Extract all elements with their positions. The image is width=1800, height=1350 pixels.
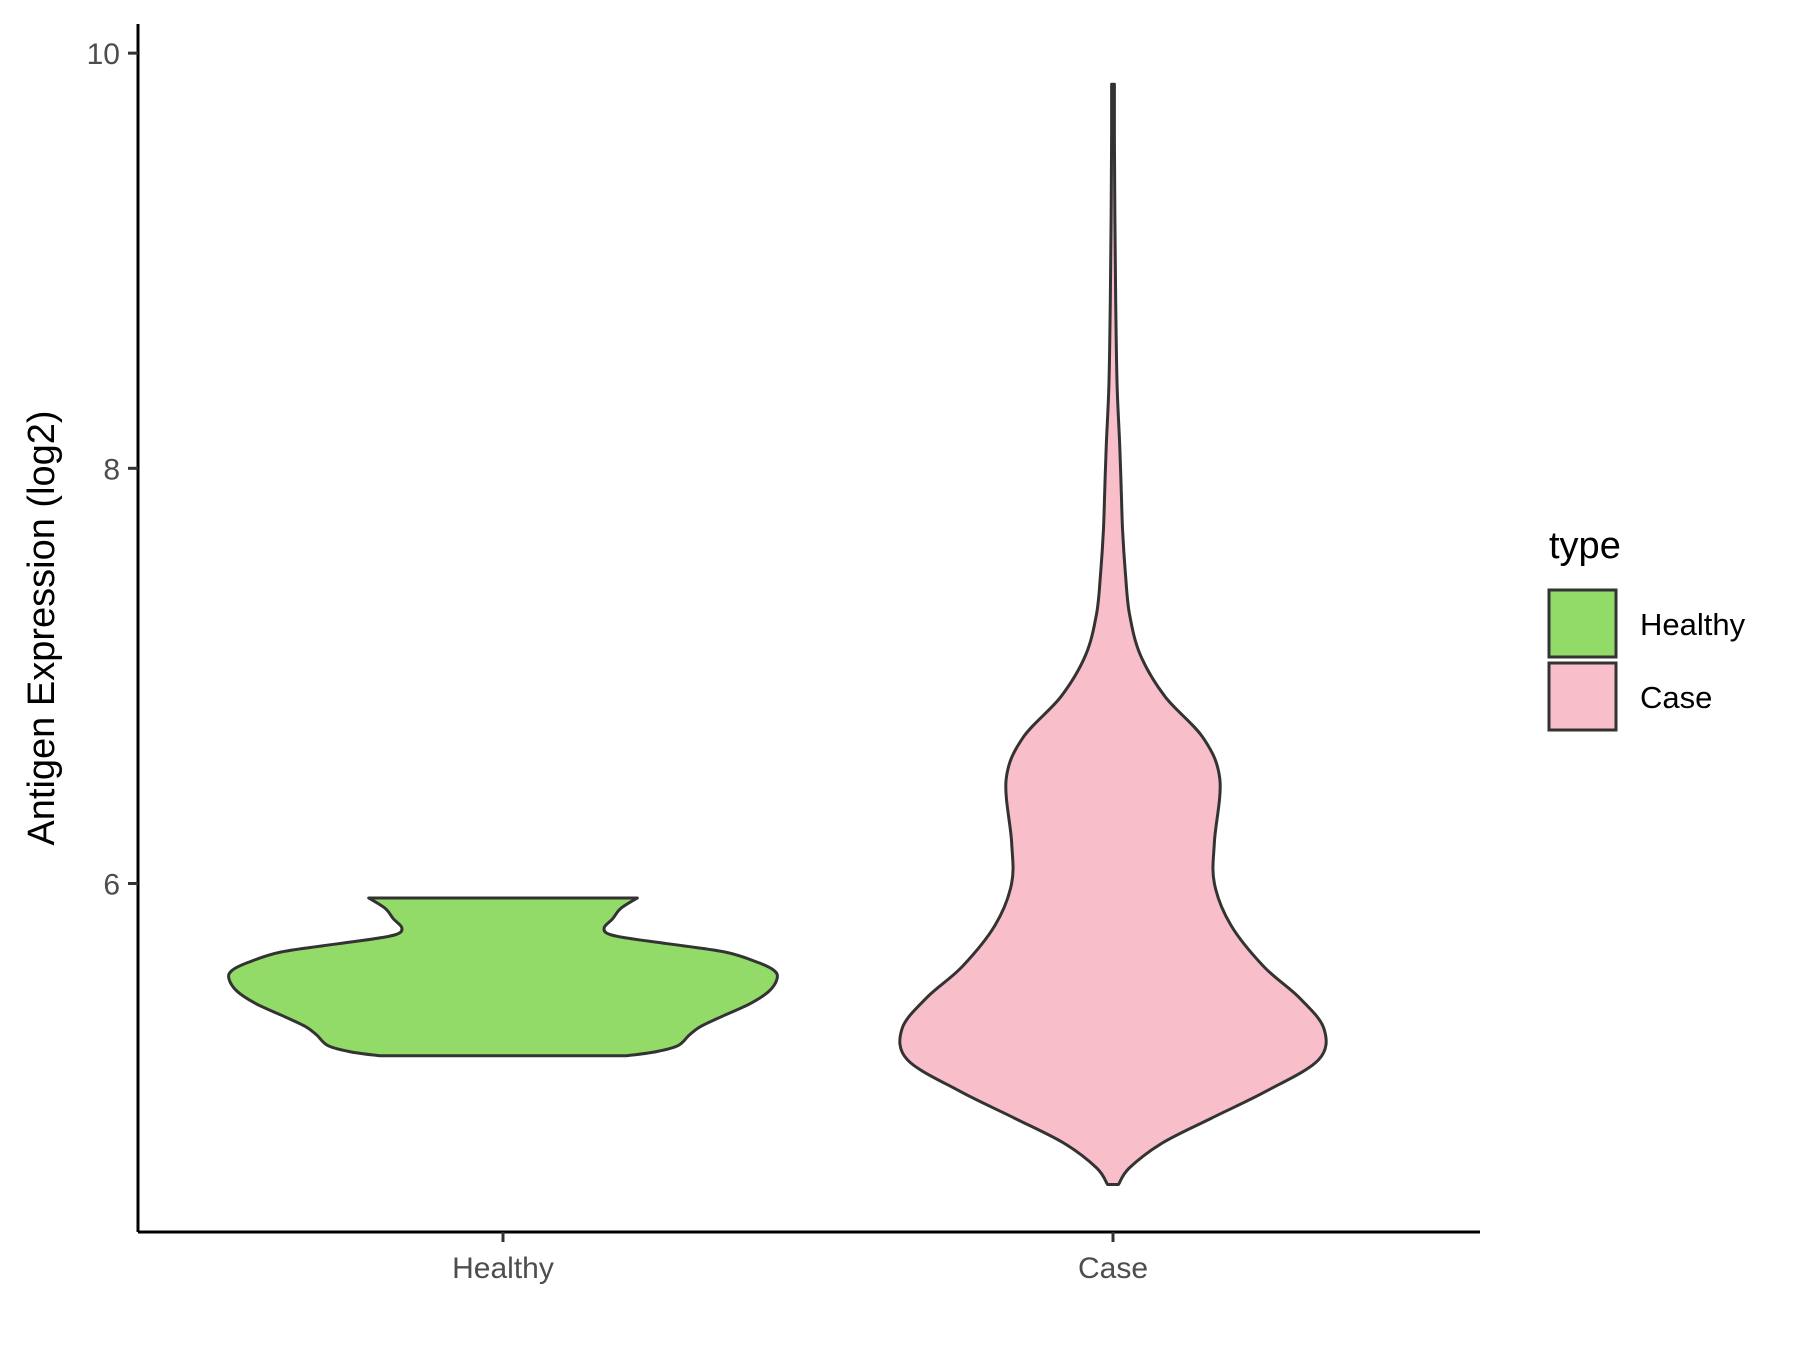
x-tick-label-case: Case [1078,1252,1148,1285]
violin-healthy [227,896,779,1058]
y-tick-label: 6 [103,868,120,901]
legend-label-healthy: Healthy [1640,607,1746,642]
legend: type Healthy Case [1547,525,1746,732]
violin-case [898,82,1328,1186]
y-ticks: 6 8 10 [87,38,138,901]
violins-group [227,82,1328,1186]
y-axis-title: Antigen Expression (log2) [21,410,63,845]
legend-title: type [1549,525,1621,567]
legend-label-case: Case [1640,680,1712,715]
legend-key-case [1547,661,1618,732]
legend-items: Healthy Case [1547,588,1746,732]
x-ticks: Healthy Case [452,1232,1148,1285]
y-tick-label: 10 [87,38,120,71]
x-tick-label-healthy: Healthy [452,1252,554,1285]
y-tick-label: 8 [103,453,120,486]
legend-key-healthy [1547,588,1618,659]
